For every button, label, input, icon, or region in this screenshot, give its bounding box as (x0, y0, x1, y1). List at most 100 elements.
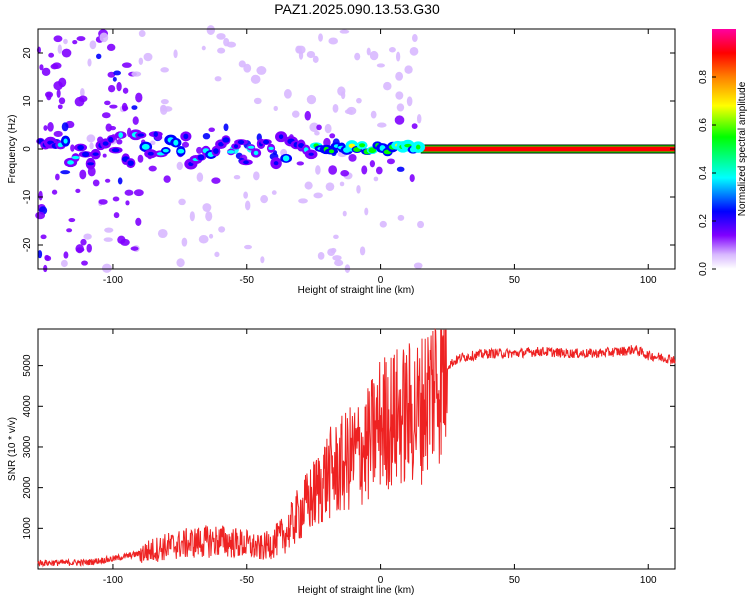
spectrogram-blob-core (147, 151, 154, 156)
spectrogram-cell (296, 161, 304, 166)
spectrogram-cell (56, 89, 61, 98)
spectrogram-cell (383, 81, 392, 91)
spectrogram-cell (57, 44, 62, 54)
spectrogram-cell (208, 233, 214, 239)
spectrogram-cell (340, 91, 346, 100)
spectrogram-cell (43, 125, 48, 131)
spectrogram-x-tick-label: 0 (378, 275, 384, 286)
spectrogram-cell (216, 33, 226, 40)
spectrogram-cell (112, 196, 120, 202)
spectrogram-cell (89, 142, 94, 150)
spectrogram-cell (116, 81, 122, 92)
spectrogram-cell (138, 30, 146, 38)
spectrogram-cell (339, 29, 350, 34)
spectrogram-cell (201, 45, 206, 51)
snr-y-ticks: 1000 2000 3000 4000 5000 (22, 354, 675, 539)
spectrogram-cell (121, 62, 132, 68)
spectrogram-y-label: Frequency (Hz) (7, 115, 18, 184)
spectrogram-cell (273, 105, 278, 112)
spectrogram-blob-core (111, 148, 120, 153)
spectrogram-cell (417, 220, 425, 229)
spectrogram-cell (366, 47, 371, 56)
spectrogram-cell (104, 100, 111, 106)
spectrogram-cell (189, 211, 195, 222)
spectrogram-x-tick-label: 50 (509, 275, 521, 286)
spectrogram-cell (163, 175, 171, 183)
spectrogram-cell (291, 110, 300, 118)
spectrogram-cell (80, 238, 87, 246)
spectrogram-cell (105, 123, 112, 132)
spectrogram-cell (328, 37, 339, 45)
spectrogram-cell (404, 65, 413, 74)
spectrogram-cell (160, 99, 169, 105)
spectrogram-cell (375, 166, 383, 175)
spectrogram-cells (35, 25, 675, 273)
spectrogram-cell (202, 132, 211, 140)
spectrogram-cell (243, 63, 252, 73)
spectrogram-cell (395, 91, 404, 100)
spectrogram-cell (131, 105, 138, 110)
spectrogram-cell (163, 106, 173, 112)
spectrogram-cell (386, 158, 395, 165)
spectrogram-cell (55, 173, 60, 181)
spectrogram-cell (104, 178, 111, 183)
snr-y-tick-label: 3000 (22, 435, 33, 458)
spectrogram-cell (112, 76, 117, 82)
spectrogram-blob-core (177, 148, 185, 154)
spectrogram-cell (342, 210, 347, 217)
spectrogram-cell (98, 199, 108, 205)
spectrogram-cell (373, 176, 379, 182)
spectrogram-cell (176, 161, 183, 171)
snr-x-tick-label: 0 (378, 575, 384, 586)
spectrogram-cell (35, 211, 46, 220)
spectrogram-blob-core (222, 137, 230, 143)
spectrogram-cell (178, 198, 186, 206)
spectrogram-cell (394, 115, 405, 125)
spectrogram-cell (53, 35, 63, 43)
colorbar-gradient (712, 29, 736, 269)
spectrogram-cell (47, 122, 54, 132)
spectrogram-cell (396, 103, 405, 112)
spectrogram-blob-core (77, 144, 84, 151)
spectrogram-cell (334, 259, 344, 267)
spectrogram-cell (306, 94, 317, 105)
spectrogram-cell (376, 63, 385, 68)
spectrogram-cell (181, 237, 188, 247)
spectrogram-x-tick-label: -100 (103, 275, 123, 286)
spectrogram-cell (78, 95, 88, 103)
spectrogram-cell (143, 52, 153, 62)
spectrogram-cell (120, 238, 130, 246)
spectrogram-cell (253, 171, 260, 181)
spectrogram-cell (149, 140, 156, 146)
spectrogram-cell (379, 220, 387, 228)
spectrogram-blob-core (153, 131, 159, 138)
spectrogram-cell (52, 62, 62, 69)
snr-y-label: SNR (10 * v/v) (7, 417, 18, 481)
spectrogram-cell (148, 165, 157, 172)
colorbar-label: Normalized spectral amplitude (737, 81, 748, 216)
spectrogram-cell (304, 181, 313, 190)
spectrogram-cell (63, 38, 68, 45)
spectrogram-cell (214, 76, 222, 82)
spectrogram-cell (206, 25, 216, 35)
spectrogram-cell (409, 46, 419, 56)
spectrogram-cell (202, 203, 212, 212)
spectrogram-cell (397, 214, 405, 221)
spectrogram-blob-core (368, 147, 377, 154)
spectrogram-cell (369, 50, 379, 61)
spectrogram-y-tick-label: 10 (22, 95, 33, 107)
spectrogram-cell (117, 177, 123, 185)
snr-frame (37, 328, 676, 570)
spectrogram-cell (86, 134, 96, 143)
spectrogram-blob-core (82, 151, 90, 158)
spectrogram-cell (122, 105, 129, 111)
spectrogram-blob-core (127, 160, 134, 166)
spectrogram-cell (395, 51, 401, 62)
spectrogram-cell (312, 55, 319, 63)
spectrogram-blob-core (137, 133, 145, 137)
spectrogram-cell (130, 246, 139, 251)
spectrogram-blob-core (253, 150, 259, 156)
spectrogram-cell (328, 165, 338, 175)
spectrogram-cell (63, 251, 69, 259)
